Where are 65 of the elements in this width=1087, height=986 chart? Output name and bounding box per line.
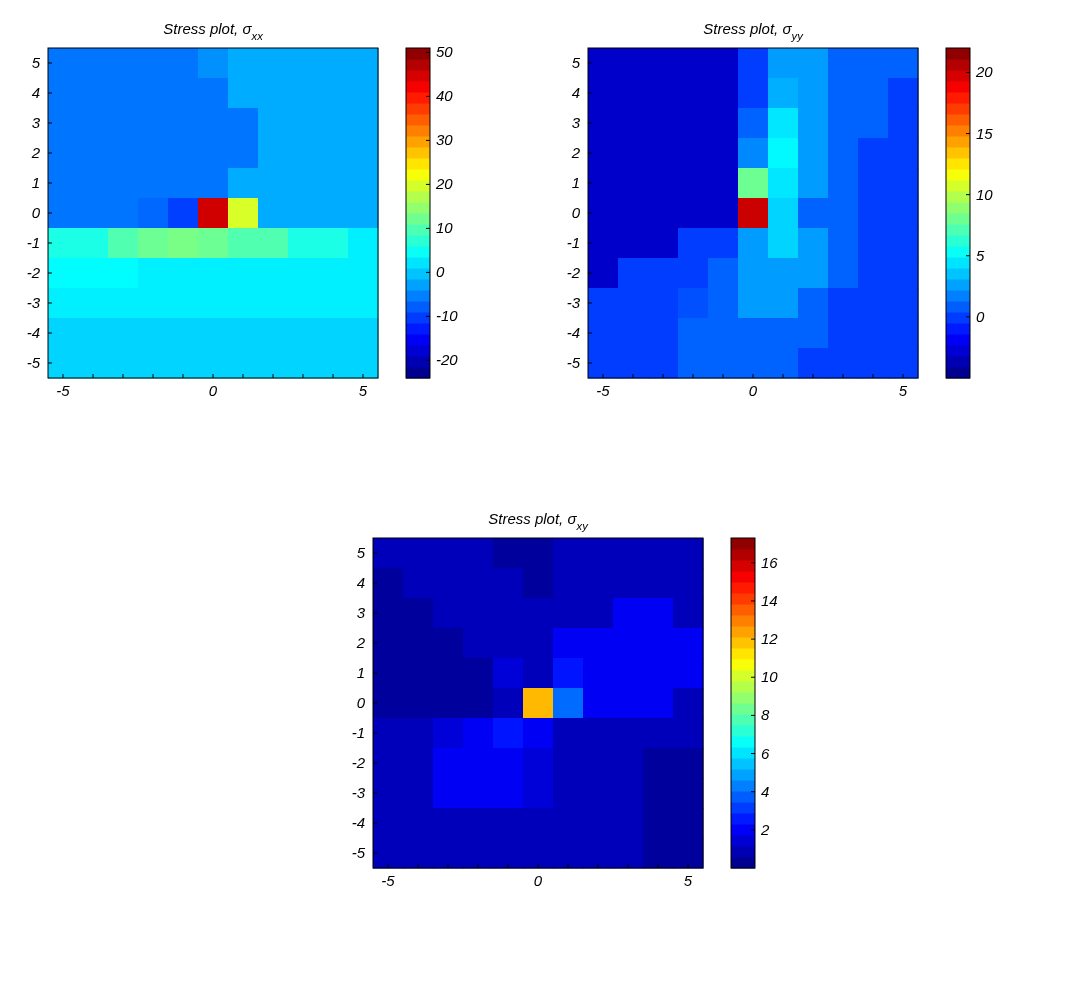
y-tick-label: -2 bbox=[566, 264, 581, 281]
x-tick-label: 5 bbox=[683, 872, 693, 889]
y-tick-label: 4 bbox=[356, 574, 365, 591]
y-tick-label: 2 bbox=[30, 144, 41, 161]
x-tick-label: 5 bbox=[898, 382, 908, 399]
y-tick-label: 3 bbox=[31, 114, 41, 131]
y-tick-label: 3 bbox=[571, 114, 581, 131]
y-tick-label: -3 bbox=[351, 784, 366, 801]
y-tick-label: 5 bbox=[571, 54, 581, 71]
color-bar-label: 10 bbox=[761, 668, 779, 686]
y-tick-label: -5 bbox=[26, 354, 41, 371]
y-tick-label: -1 bbox=[566, 234, 580, 251]
color-bar-label: 0 bbox=[436, 263, 445, 281]
y-tick-label: -1 bbox=[26, 234, 40, 251]
color-bar-label: 2 bbox=[760, 820, 770, 838]
y-tick-label: 1 bbox=[571, 174, 580, 191]
y-tick-label: -4 bbox=[351, 814, 365, 831]
x-tick-label: 0 bbox=[208, 382, 218, 399]
y-tick-label: 2 bbox=[570, 144, 581, 161]
y-tick-label: -3 bbox=[26, 294, 41, 311]
y-tick-label: -5 bbox=[351, 844, 366, 861]
y-tick-label: 5 bbox=[356, 544, 366, 561]
color-bar-label: 30 bbox=[436, 131, 454, 149]
y-tick-label: 0 bbox=[31, 204, 41, 221]
color-bar-label: 10 bbox=[436, 219, 454, 237]
y-tick-label: -1 bbox=[351, 724, 365, 741]
chart-title: Stress plot, σ$_{xx}$ bbox=[163, 20, 264, 42]
color-bar-label: 16 bbox=[761, 553, 779, 571]
x-tick-label: 0 bbox=[748, 382, 758, 399]
color-bar-label: 6 bbox=[761, 744, 770, 762]
y-tick-label: 0 bbox=[356, 694, 366, 711]
y-tick-label: -2 bbox=[26, 264, 41, 281]
y-tick-label: -2 bbox=[351, 754, 366, 771]
y-tick-label: 1 bbox=[356, 664, 365, 681]
color-bar-label: 0 bbox=[976, 307, 985, 325]
chart-title: Stress plot, σ$_{yy}$ bbox=[703, 20, 805, 42]
color-bar-label: 14 bbox=[761, 591, 778, 609]
color-bar-label: 10 bbox=[976, 185, 994, 203]
y-tick-label: 0 bbox=[571, 204, 581, 221]
y-tick-label: 1 bbox=[31, 174, 40, 191]
y-tick-label: -4 bbox=[566, 324, 580, 341]
color-bar-label: 5 bbox=[976, 246, 985, 264]
y-tick-label: -3 bbox=[566, 294, 581, 311]
color-bar-label: 12 bbox=[761, 630, 779, 648]
chart-title: Stress plot, σ$_{xy}$ bbox=[488, 510, 590, 532]
x-tick-label: 0 bbox=[533, 872, 543, 889]
color-bar-label: 20 bbox=[975, 63, 994, 81]
color-bar-label: 20 bbox=[435, 175, 454, 193]
y-tick-label: 3 bbox=[356, 604, 366, 621]
y-tick-label: -4 bbox=[26, 324, 40, 341]
x-tick-label: -5 bbox=[56, 382, 71, 399]
color-bar-label: 15 bbox=[976, 124, 994, 142]
color-bar-label: 40 bbox=[436, 87, 454, 105]
color-bar-label: 4 bbox=[761, 782, 770, 800]
color-bar-label: -10 bbox=[436, 307, 459, 325]
y-tick-label: 5 bbox=[31, 54, 41, 71]
color-bar-label: 8 bbox=[761, 706, 770, 724]
color-bar-label: -20 bbox=[436, 351, 459, 369]
x-tick-label: -5 bbox=[381, 872, 396, 889]
y-tick-label: -5 bbox=[566, 354, 581, 371]
y-tick-label: 4 bbox=[571, 84, 580, 101]
color-bar-label: 50 bbox=[436, 43, 454, 61]
y-tick-label: 2 bbox=[355, 634, 366, 651]
y-tick-label: 4 bbox=[31, 84, 40, 101]
x-tick-label: -5 bbox=[596, 382, 611, 399]
